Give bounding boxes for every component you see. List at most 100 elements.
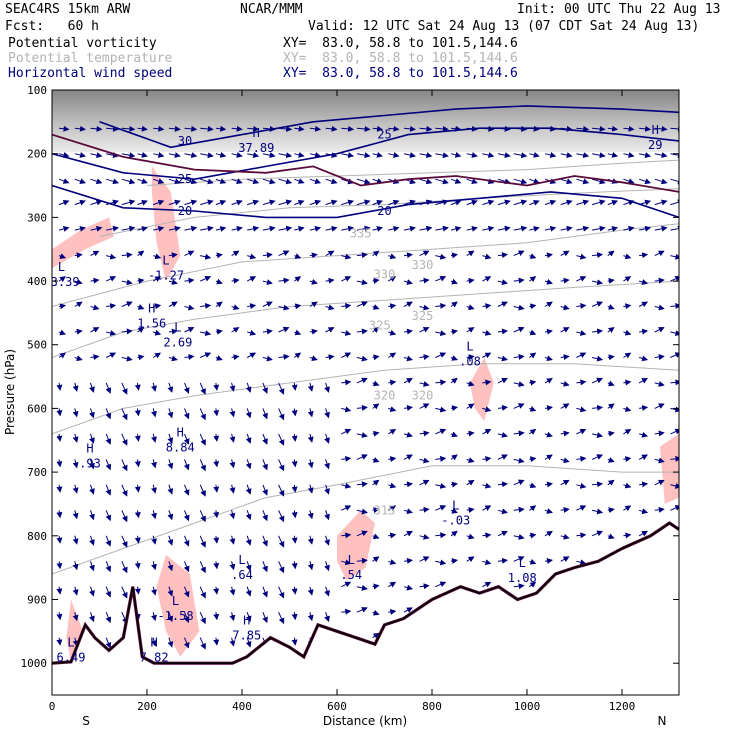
wind-arrow xyxy=(529,253,537,259)
wind-arrow xyxy=(529,406,537,412)
wind-arrow xyxy=(199,408,206,421)
wind-arrow xyxy=(513,304,525,311)
wind-arrow xyxy=(529,505,537,512)
wind-arrow xyxy=(544,152,557,158)
wind-arrow xyxy=(262,510,268,522)
wind-arrow xyxy=(372,354,380,361)
wind-arrow xyxy=(466,199,478,206)
wind-arrow xyxy=(246,352,257,359)
wind-arrow xyxy=(403,378,413,384)
y-tick-label: 500 xyxy=(27,339,47,352)
wind-arrow xyxy=(183,535,190,547)
wind-arrow xyxy=(245,408,252,419)
contour-label: 320 xyxy=(374,389,396,403)
wind-arrow xyxy=(513,506,525,513)
wind-arrow xyxy=(419,225,433,232)
wind-arrow xyxy=(90,125,103,132)
wind-arrow xyxy=(229,459,236,469)
wind-arrow xyxy=(341,303,352,309)
wind-arrow xyxy=(372,151,383,158)
wind-arrow xyxy=(560,125,573,132)
wind-arrow xyxy=(215,151,227,158)
wind-arrow xyxy=(167,459,174,470)
wind-arrow xyxy=(231,250,240,257)
wind-arrow xyxy=(450,377,458,384)
wind-arrow xyxy=(403,279,413,285)
wind-arrow xyxy=(325,277,335,284)
wind-arrow xyxy=(419,457,430,464)
wind-arrow xyxy=(151,382,157,392)
theta-contour-330 xyxy=(52,223,679,307)
wind-arrow xyxy=(623,152,635,158)
wind-arrow xyxy=(294,178,305,184)
wind-arrow xyxy=(403,454,413,461)
wind-arrow xyxy=(245,586,252,597)
wind-arrow xyxy=(638,279,649,285)
wind-arrow xyxy=(106,225,119,232)
wind-arrow xyxy=(482,225,495,232)
contour-label: 315 xyxy=(374,503,396,517)
wind-arrow xyxy=(325,225,338,232)
wind-arrow xyxy=(325,250,335,257)
wind-arrow xyxy=(513,277,525,284)
wind-arrow xyxy=(419,125,433,132)
wind-arrow xyxy=(245,535,252,546)
wind-arrow xyxy=(58,253,67,259)
wind-arrow xyxy=(341,608,352,615)
wind-arrow xyxy=(419,403,430,409)
wind-arrow xyxy=(497,431,508,438)
wind-arrow xyxy=(106,330,117,336)
wind-arrow xyxy=(151,561,157,571)
wind-arrow xyxy=(213,561,220,570)
field-label-wind: Horizontal wind speed xyxy=(8,66,173,81)
wind-arrow xyxy=(544,252,553,259)
wind-arrow xyxy=(90,327,100,333)
wind-arrow xyxy=(623,303,632,310)
wind-arrow xyxy=(278,611,285,625)
wind-arrow xyxy=(466,479,475,486)
wind-arrow xyxy=(74,178,86,184)
wind-arrow xyxy=(229,561,236,571)
extremum-marker-L: L xyxy=(519,556,526,570)
wind-arrow xyxy=(56,433,63,442)
wind-arrow xyxy=(105,276,117,282)
wind-arrow xyxy=(450,355,458,361)
wind-arrow xyxy=(623,456,632,463)
wind-arrow xyxy=(403,355,413,362)
wind-arrow xyxy=(167,484,174,495)
wind-arrow xyxy=(72,382,79,392)
wind-arrow xyxy=(137,304,145,310)
wind-arrow xyxy=(341,199,355,206)
field-xy-theta: XY= 83.0, 58.8 to 101.5,144.6 xyxy=(283,51,518,66)
wind-arrow xyxy=(89,433,95,444)
wind-arrow xyxy=(200,302,212,309)
wind-arrow xyxy=(200,330,212,337)
wind-arrow xyxy=(262,301,273,307)
wind-arrow xyxy=(90,354,100,361)
wind-arrow xyxy=(151,459,157,469)
wind-arrow xyxy=(497,530,508,537)
wind-arrow xyxy=(121,510,128,523)
wind-arrow xyxy=(341,253,352,260)
extremum-marker-L: L xyxy=(348,553,355,567)
wind-arrow xyxy=(183,637,190,649)
wind-arrow xyxy=(121,459,128,472)
wind-arrow xyxy=(89,459,95,470)
wind-arrow xyxy=(74,278,83,285)
wind-arrow xyxy=(356,199,371,206)
wind-arrow xyxy=(213,612,220,621)
wind-arrow xyxy=(670,225,679,232)
wind-arrow xyxy=(231,152,243,158)
wind-arrow xyxy=(262,355,273,362)
y-tick-label: 1000 xyxy=(21,657,48,670)
wind-arrow xyxy=(654,354,665,360)
wind-arrow xyxy=(199,637,206,650)
wind-arrow xyxy=(466,125,478,132)
wind-arrow xyxy=(654,152,668,159)
wind-arrow xyxy=(576,559,587,566)
wind-arrow xyxy=(151,535,157,545)
center-name: NCAR/MMM xyxy=(240,2,303,17)
wind-arrow xyxy=(466,152,478,158)
wind-arrow xyxy=(89,510,95,521)
